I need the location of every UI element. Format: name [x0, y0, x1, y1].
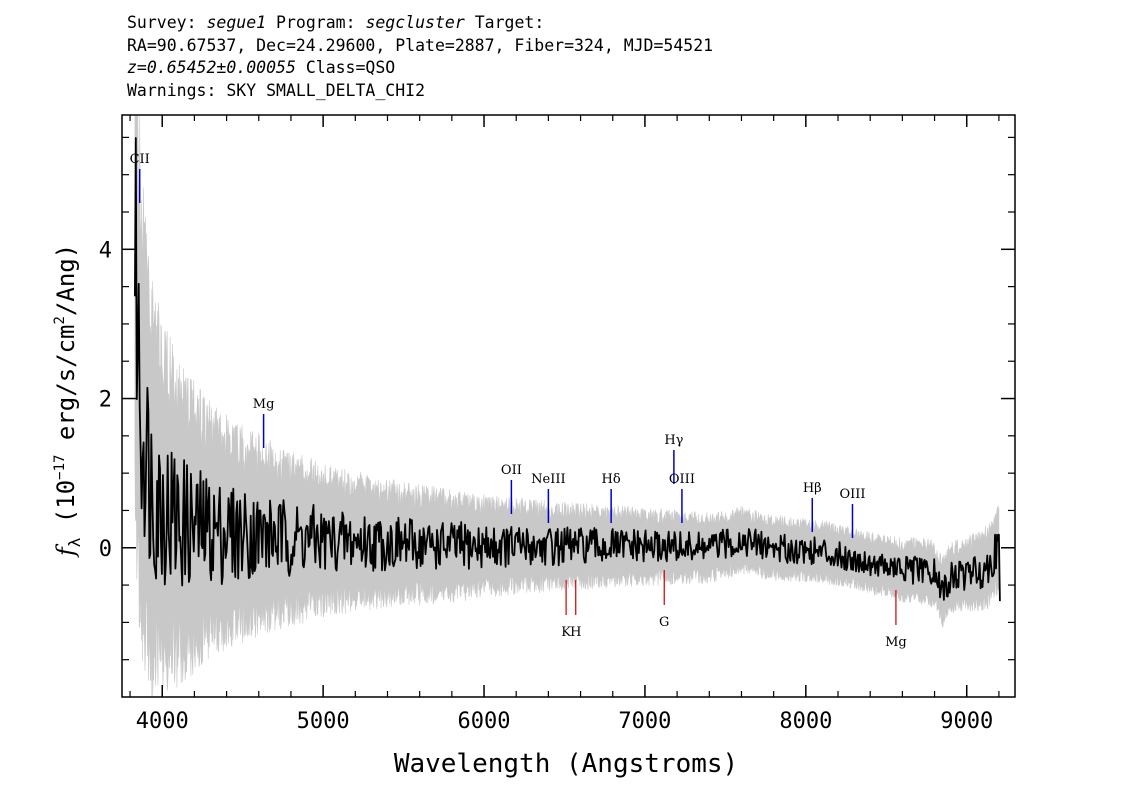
header-line-survey: Survey: segue1 Program: segcluster Targe… [127, 12, 713, 35]
y-label-end: /Ang) [52, 244, 80, 316]
emission-line-label: Hδ [602, 472, 621, 487]
program-label: Program: [266, 13, 366, 32]
x-tick-label: 4000 [136, 709, 189, 734]
class-value: Class=QSO [295, 58, 396, 77]
x-tick-label: 5000 [297, 709, 350, 734]
absorption-line-label: Mg [885, 635, 907, 650]
x-tick-label: 7000 [618, 709, 671, 734]
line-annotations-layer: CII Mg OII NeIII Hδ Hγ OIII Hβ OIII K H G Mg [130, 152, 907, 650]
y-label-main: (10 [52, 480, 80, 538]
emission-line-label: Hγ [664, 433, 683, 448]
survey-label: Survey: [127, 13, 207, 32]
emission-line-label: CII [130, 152, 150, 167]
emission-line-label: NeIII [531, 472, 565, 487]
x-tick-label: 9000 [940, 709, 993, 734]
emission-line-label: Mg [253, 397, 275, 412]
emission-line-label: OII [501, 463, 522, 478]
y-tick-label: 0 [99, 537, 112, 562]
x-tick-label: 8000 [779, 709, 832, 734]
emission-line-label: Hβ [803, 481, 822, 496]
y-tick-label: 4 [99, 238, 112, 263]
emission-line-label: OIII [839, 487, 865, 502]
y-axis-label: fλ (10−17 erg/s/cm2/Ang) [52, 244, 84, 558]
plot-frame [121, 114, 1016, 698]
y-label-exp2: 2 [52, 316, 68, 324]
absorption-line-label: H [570, 625, 581, 640]
spectrum-header: Survey: segue1 Program: segcluster Targe… [127, 12, 713, 102]
program-value: segcluster [365, 13, 465, 32]
x-tick-label: 6000 [458, 709, 511, 734]
survey-value: segue1 [206, 13, 267, 32]
target-label: Target: [464, 13, 545, 32]
header-line-redshift: z=0.65452±0.00055 Class=QSO [127, 57, 713, 80]
flux-line [134, 137, 1001, 602]
y-label-exp: −17 [52, 455, 68, 480]
header-line-coordinates: RA=90.67537, Dec=24.29600, Plate=2887, F… [127, 35, 714, 55]
x-axis-label: Wavelength (Angstroms) [394, 749, 738, 779]
header-line-warnings: Warnings: SKY SMALL_DELTA_CHI2 [127, 80, 426, 100]
y-tick-label: 2 [99, 388, 112, 413]
absorption-line-label: K [561, 625, 571, 640]
flux-layer [134, 137, 1001, 602]
absorption-line-label: G [659, 615, 669, 630]
emission-line-label: OIII [669, 472, 695, 487]
y-label-rest: erg/s/cm [52, 325, 80, 455]
y-label-sub: λ [65, 537, 84, 547]
tick-layer: 4000 5000 6000 7000 8000 9000 0 2 4 [99, 115, 1015, 734]
redshift-value: z=0.65452±0.00055 [127, 58, 296, 77]
